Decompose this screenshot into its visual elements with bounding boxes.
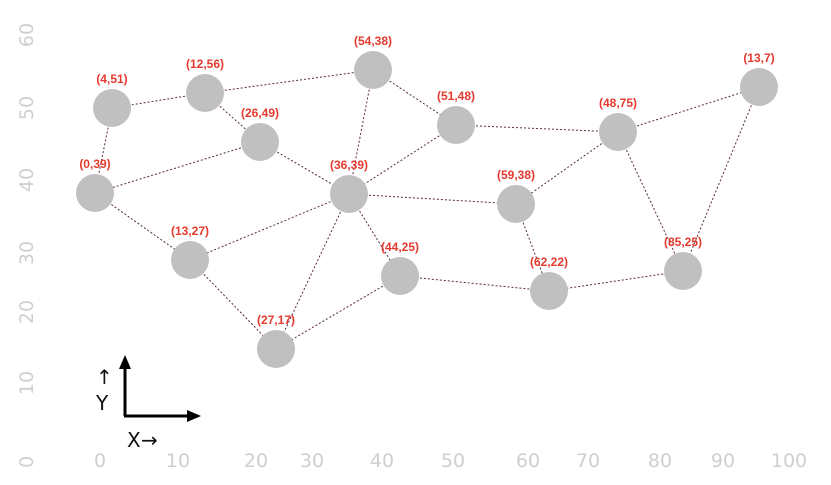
node-label-n4: (26,49)	[241, 106, 279, 120]
edge-n7-n15	[275, 193, 350, 350]
node-label-n6: (51,48)	[437, 89, 475, 103]
node-n4	[241, 123, 279, 161]
x-tick-label: 50	[441, 450, 465, 472]
edge-n3-n7	[348, 69, 374, 195]
x-tick-label: 70	[576, 450, 600, 472]
node-n14	[530, 272, 568, 310]
node-labels: (4,51) (12,56) (54,38) (26,49) (0,39) (51,48)…	[79, 34, 774, 327]
axis-indicator: ↑ Y X →	[95, 355, 201, 452]
node-n1	[93, 89, 131, 127]
node-label-n15: (27,17)	[257, 313, 295, 327]
edge-n6-n8	[455, 124, 619, 133]
x-tick-label: 80	[648, 450, 672, 472]
y-tick-label: 40	[16, 168, 38, 192]
node-n5	[76, 174, 114, 212]
x-tick-label: 60	[516, 450, 540, 472]
node-label-n11: (13,27)	[171, 224, 209, 238]
y-tick-label: 50	[16, 96, 38, 120]
edge-n5-n11	[94, 192, 191, 261]
node-label-n3: (54,38)	[354, 34, 392, 48]
edge-n13-n14	[548, 270, 684, 292]
edge-n9-n13	[682, 86, 760, 272]
edge-n7-n11	[189, 193, 350, 261]
x-arrow-head	[187, 410, 201, 422]
y-tick-label: 20	[16, 300, 38, 324]
edge-n12-n14	[399, 275, 550, 292]
x-tick-label: 10	[166, 450, 190, 472]
y-tick-label: 30	[16, 241, 38, 265]
node-n3	[354, 51, 392, 89]
x-right-arrow-glyph: →	[141, 428, 158, 452]
node-label-n14: (62,22)	[530, 255, 568, 269]
y-tick-label: 0	[16, 456, 38, 468]
edge-n11-n15	[189, 259, 277, 350]
edge-n8-n9	[617, 86, 760, 133]
edge-n2-n3	[204, 69, 374, 94]
y-up-arrow-glyph: ↑	[96, 365, 113, 389]
node-n10	[497, 185, 535, 223]
x-indicator-label: X	[127, 428, 141, 452]
x-tick-label: 30	[300, 450, 324, 472]
node-n6	[437, 106, 475, 144]
node-n2	[186, 74, 224, 112]
edge-n8-n13	[617, 131, 684, 272]
node-label-n9: (13,7)	[743, 51, 774, 65]
node-n7	[330, 175, 368, 213]
node-label-n2: (12,56)	[186, 57, 224, 71]
axis-ticks: 0 10 20 30 40 50 60 70 80 90 100 0 10 20 30 40 50 60	[16, 23, 807, 472]
node-n9	[740, 68, 778, 106]
node-label-n13: (85,25)	[664, 235, 702, 249]
node-label-n5: (0,39)	[79, 157, 110, 171]
y-tick-label: 60	[16, 23, 38, 47]
y-arrow-head	[119, 355, 131, 369]
y-tick-label: 10	[16, 371, 38, 395]
node-n15	[257, 330, 295, 368]
node-n11	[171, 241, 209, 279]
node-n12	[381, 257, 419, 295]
x-tick-label: 40	[370, 450, 394, 472]
edge-n7-n10	[348, 193, 517, 205]
x-tick-label: 90	[711, 450, 735, 472]
edge-n4-n5	[94, 141, 261, 194]
x-tick-label: 100	[771, 450, 807, 472]
node-n8	[599, 113, 637, 151]
node-label-n7: (36,39)	[330, 158, 368, 172]
edges	[94, 69, 760, 350]
nodes	[76, 51, 778, 368]
x-tick-label: 0	[94, 450, 106, 472]
node-label-n10: (59,38)	[497, 168, 535, 182]
edge-n6-n7	[348, 124, 457, 195]
node-label-n12: (44,25)	[381, 240, 419, 254]
y-indicator-label: Y	[95, 391, 109, 415]
node-label-n8: (48,75)	[599, 96, 637, 110]
edge-n8-n10	[515, 131, 619, 205]
x-tick-label: 20	[244, 450, 268, 472]
node-n13	[664, 252, 702, 290]
node-label-n1: (4,51)	[96, 72, 127, 86]
